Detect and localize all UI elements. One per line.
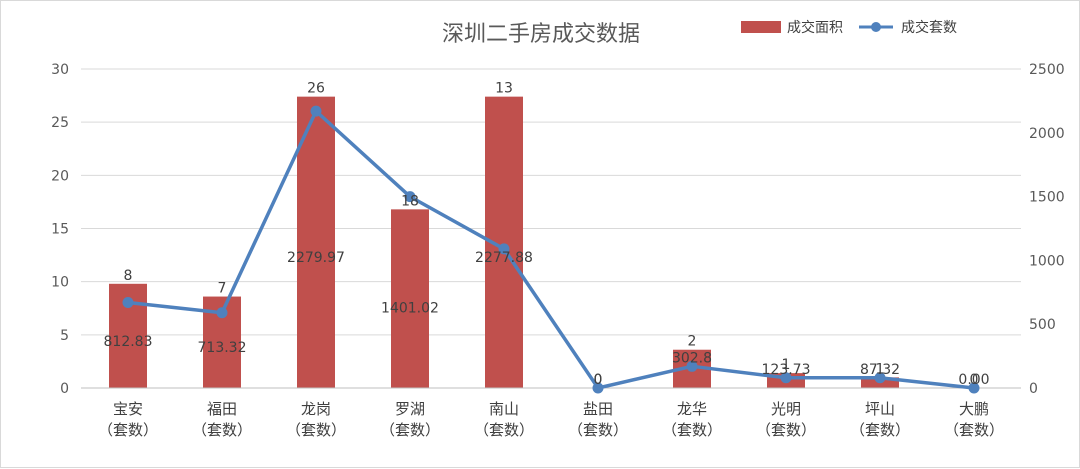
bar bbox=[391, 209, 429, 388]
line-point bbox=[216, 307, 228, 319]
line-data-label: 302.8 bbox=[672, 350, 712, 366]
right-axis-tick-label: 1000 bbox=[1029, 253, 1065, 269]
left-axis-tick-label: 10 bbox=[51, 275, 69, 291]
category-label: 大鹏 bbox=[959, 400, 989, 418]
legend-bar-swatch bbox=[741, 21, 781, 33]
line-point bbox=[686, 360, 698, 372]
bar-data-label: 18 bbox=[401, 193, 419, 209]
legend-line-marker bbox=[871, 22, 881, 32]
category-label: 坪山 bbox=[865, 400, 895, 418]
chart-title: 深圳二手房成交数据 bbox=[442, 22, 640, 47]
line-point bbox=[310, 105, 322, 117]
bar-data-label: 2 bbox=[688, 334, 697, 350]
bar-data-label: 8 bbox=[124, 268, 133, 284]
left-axis-tick-label: 20 bbox=[51, 168, 69, 184]
line-data-label: 1401.02 bbox=[381, 301, 439, 317]
left-axis-tick-label: 15 bbox=[51, 222, 69, 238]
legend-bar-label: 成交面积 bbox=[787, 19, 843, 36]
bar-data-label: 0 bbox=[594, 372, 603, 388]
bar-data-label: 1 bbox=[876, 361, 885, 377]
bar-data-label: 26 bbox=[307, 81, 325, 97]
bar bbox=[297, 96, 335, 388]
category-sublabel: （套数） bbox=[380, 421, 440, 439]
category-sublabel: （套数） bbox=[568, 421, 628, 439]
category-label: 龙岗 bbox=[301, 400, 331, 418]
category-sublabel: （套数） bbox=[474, 421, 534, 439]
bar-data-label: 1 bbox=[782, 357, 791, 373]
line-series bbox=[122, 105, 980, 394]
line-data-label: 2279.97 bbox=[287, 250, 345, 266]
line-point bbox=[592, 382, 604, 394]
category-sublabel: （套数） bbox=[98, 421, 158, 439]
right-axis-tick-label: 2000 bbox=[1029, 126, 1065, 142]
line-data-label: 0.00 bbox=[958, 372, 989, 388]
left-axis: 0 5 10 15 20 25 30 bbox=[51, 62, 69, 397]
category-sublabel: （套数） bbox=[850, 421, 910, 439]
category-sublabel: （套数） bbox=[286, 421, 346, 439]
category-sublabel: （套数） bbox=[944, 421, 1004, 439]
series-line bbox=[127, 109, 975, 390]
legend: 成交面积 成交套数 bbox=[741, 19, 957, 36]
category-sublabel: （套数） bbox=[192, 421, 252, 439]
bar-data-label: 0 bbox=[970, 372, 979, 388]
line-data-label: 87.32 bbox=[860, 362, 900, 378]
line-data-label: 0 bbox=[594, 372, 603, 388]
category-sublabel: （套数） bbox=[756, 421, 816, 439]
category-sublabel: （套数） bbox=[662, 421, 722, 439]
left-axis-tick-label: 0 bbox=[60, 381, 69, 397]
line-data-label: 123.73 bbox=[762, 362, 811, 378]
bar-data-label: 7 bbox=[218, 281, 227, 297]
line-point bbox=[968, 382, 980, 394]
line-point bbox=[780, 372, 792, 384]
x-axis-categories: 宝安 （套数） 福田 （套数） 龙岗 （套数） 罗湖 （套数） 南山 （套数） 盐田 （套数） 龙华 （套… bbox=[98, 400, 1004, 439]
line-data-label: 812.83 bbox=[104, 334, 153, 350]
bar-data-label: 13 bbox=[495, 81, 513, 97]
line-data-label: 713.32 bbox=[198, 340, 247, 356]
left-axis-tick-label: 25 bbox=[51, 115, 69, 131]
line-point bbox=[874, 372, 886, 384]
data-labels: 8 7 26 18 13 0 2 1 1 0 812.83 713.32 2279.97 1401.02 2… bbox=[104, 81, 990, 388]
category-label: 光明 bbox=[771, 400, 801, 418]
category-label: 盐田 bbox=[583, 400, 613, 418]
line-point bbox=[498, 243, 510, 255]
category-label: 宝安 bbox=[113, 400, 143, 418]
category-label: 福田 bbox=[207, 400, 237, 418]
right-axis-tick-label: 500 bbox=[1029, 317, 1056, 333]
right-axis-tick-label: 2500 bbox=[1029, 62, 1065, 78]
line-data-label: 2277.88 bbox=[475, 250, 533, 266]
category-label: 南山 bbox=[489, 400, 519, 418]
right-axis-tick-label: 1500 bbox=[1029, 190, 1065, 206]
right-axis: 0 500 1000 1500 2000 2500 bbox=[1029, 62, 1065, 397]
category-label: 龙华 bbox=[677, 400, 707, 418]
left-axis-tick-label: 5 bbox=[60, 328, 69, 344]
category-label: 罗湖 bbox=[395, 400, 425, 418]
left-axis-tick-label: 30 bbox=[51, 62, 69, 78]
legend-line-label: 成交套数 bbox=[901, 19, 957, 36]
line-point bbox=[122, 297, 134, 309]
line-point bbox=[404, 191, 416, 203]
right-axis-tick-label: 0 bbox=[1029, 381, 1038, 397]
